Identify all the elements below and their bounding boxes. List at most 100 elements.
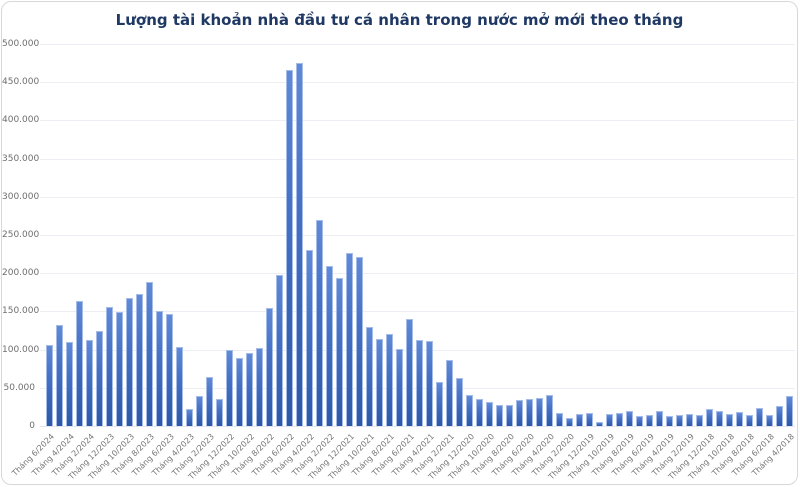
bar: [166, 314, 173, 426]
bar: [556, 413, 563, 426]
bar: [596, 422, 603, 426]
bar: [336, 277, 343, 426]
bar: [136, 293, 143, 426]
bar: [586, 413, 593, 426]
bar: [366, 327, 373, 426]
bar: [736, 412, 743, 426]
bar: [786, 396, 793, 426]
bar: [276, 274, 283, 426]
bar: [326, 265, 333, 426]
gridline: [40, 426, 795, 427]
gridline: [40, 196, 795, 198]
bar: [436, 382, 443, 426]
bar: [766, 414, 773, 426]
bar: [56, 325, 63, 426]
y-axis-tick-label: 150.000: [2, 306, 40, 317]
bar: [306, 249, 313, 426]
bar: [486, 402, 493, 426]
bar: [536, 397, 543, 426]
y-axis-tick-label: 100.000: [2, 344, 40, 355]
bar: [446, 360, 453, 426]
bar: [686, 413, 693, 426]
gridline: [40, 120, 795, 122]
bar: [656, 411, 663, 426]
bar: [186, 409, 193, 426]
bar: [496, 404, 503, 426]
y-axis-labels: 500.000 450.000 400.000 350.000 300.000 250.0…: [2, 39, 40, 431]
gridline: [40, 273, 795, 275]
bar: [256, 348, 263, 426]
bar: [236, 358, 243, 426]
bar: [106, 306, 113, 426]
gridline: [40, 311, 795, 313]
y-axis-tick-label: 450.000: [2, 77, 40, 88]
bar: [506, 405, 513, 426]
bar: [406, 319, 413, 426]
bar: [636, 416, 643, 426]
bar: [696, 414, 703, 426]
bar: [646, 414, 653, 426]
bar: [526, 399, 533, 426]
bar: [266, 308, 273, 426]
bar: [476, 398, 483, 426]
gridline: [40, 235, 795, 236]
bar: [376, 338, 383, 426]
bar: [146, 282, 153, 426]
bar: [216, 399, 223, 426]
y-axis-tick-label: 250.000: [2, 230, 40, 240]
bar: [46, 345, 53, 426]
bar: [116, 312, 123, 426]
plot-area: [40, 44, 795, 427]
bar: [96, 330, 103, 426]
bar: [676, 414, 683, 426]
bar: [316, 219, 323, 426]
y-axis-tick-label: 300.000: [2, 191, 40, 202]
bar: [716, 410, 723, 426]
bar: [576, 413, 583, 426]
bar: [196, 396, 203, 426]
bar: [346, 253, 353, 426]
y-axis-tick-label: 350.000: [2, 153, 40, 164]
bar: [426, 341, 433, 426]
gridline: [40, 82, 795, 84]
bar: [466, 394, 473, 426]
bar: [416, 339, 423, 426]
bar: [156, 310, 163, 426]
bar: [176, 346, 183, 426]
bar: [606, 413, 613, 426]
bar: [456, 377, 463, 426]
y-axis-tick-label: 400.000: [2, 115, 40, 126]
gridline: [40, 44, 795, 45]
y-axis-tick-label: 500.000: [2, 39, 40, 49]
bar: [776, 406, 783, 426]
bar: [386, 334, 393, 426]
bar: [396, 348, 403, 426]
bar: [756, 408, 763, 426]
bar: [66, 341, 73, 426]
y-axis-tick-label: 0: [29, 421, 35, 431]
bar: [206, 377, 213, 426]
bar: [76, 300, 83, 426]
chart-title: Lượng tài khoản nhà đầu tư cá nhân trong…: [115, 11, 684, 29]
bars-layer: [46, 44, 793, 426]
y-axis-tick-label: 50.000: [3, 382, 36, 393]
bar: [516, 400, 523, 426]
gridline: [40, 158, 795, 160]
x-axis-labels: Tháng 6/2024 Tháng 4/2024 Tháng 2/2024 Thán…: [10, 429, 796, 484]
bar: [566, 418, 573, 426]
bar: [706, 409, 713, 426]
bar: [126, 298, 133, 426]
bar: [626, 411, 633, 426]
bar: [246, 352, 253, 426]
bar: [86, 339, 93, 426]
bar: [546, 395, 553, 426]
bar: [616, 413, 623, 426]
bar: [286, 69, 293, 426]
bar: [356, 257, 363, 426]
bar: [226, 350, 233, 426]
bar: [726, 413, 733, 426]
bar: [666, 416, 673, 426]
bar: [746, 414, 753, 426]
y-axis-tick-label: 200.000: [2, 268, 40, 279]
